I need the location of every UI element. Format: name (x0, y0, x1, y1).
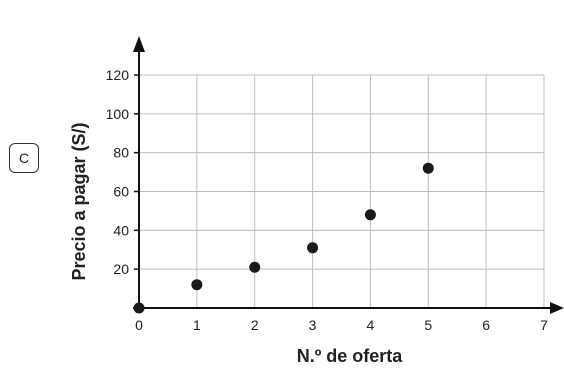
x-axis-arrow (550, 302, 564, 314)
data-point (133, 302, 145, 314)
data-point (249, 261, 261, 273)
data-point (422, 162, 434, 174)
data-point (191, 279, 203, 291)
x-tick-label: 7 (540, 317, 548, 333)
x-tick-label: 5 (424, 317, 432, 333)
x-tick-label: 2 (251, 317, 259, 333)
x-tick-label: 0 (135, 317, 143, 333)
option-label-badge: C (9, 143, 39, 173)
data-points (133, 162, 434, 314)
chart-grid (139, 74, 545, 308)
y-tick-label: 60 (113, 184, 129, 200)
y-tick-label: 120 (106, 67, 130, 83)
x-tick-labels: 0 1 2 3 4 5 6 7 (135, 317, 548, 333)
y-tick-labels: 20 40 60 80 100 120 (106, 67, 130, 277)
data-point (307, 242, 319, 254)
x-axis-label: N.º de oferta (297, 346, 404, 366)
data-point (364, 209, 376, 221)
option-label: C (18, 150, 30, 166)
x-tick-label: 6 (482, 317, 490, 333)
y-axis-label: Precio a pagar (S/) (69, 122, 89, 280)
y-tick-label: 40 (113, 222, 129, 238)
y-tick-label: 20 (113, 261, 129, 277)
y-tick-label: 80 (113, 145, 129, 161)
y-axis-arrow (133, 36, 145, 52)
chart-axes (133, 36, 564, 314)
x-tick-label: 1 (193, 317, 201, 333)
x-tick-label: 3 (309, 317, 317, 333)
y-tick-label: 100 (106, 106, 130, 122)
x-tick-label: 4 (367, 317, 375, 333)
